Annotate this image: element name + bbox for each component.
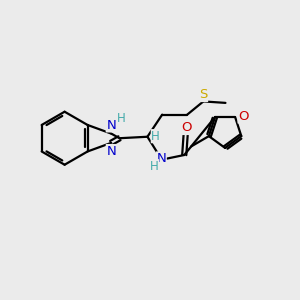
Text: O: O bbox=[238, 110, 249, 123]
Text: H: H bbox=[117, 112, 126, 125]
Text: O: O bbox=[181, 122, 192, 134]
Text: S: S bbox=[199, 88, 208, 101]
Text: H: H bbox=[151, 130, 160, 143]
Text: N: N bbox=[106, 119, 116, 132]
Text: H: H bbox=[150, 160, 159, 173]
Text: N: N bbox=[156, 152, 166, 165]
Text: N: N bbox=[106, 145, 116, 158]
